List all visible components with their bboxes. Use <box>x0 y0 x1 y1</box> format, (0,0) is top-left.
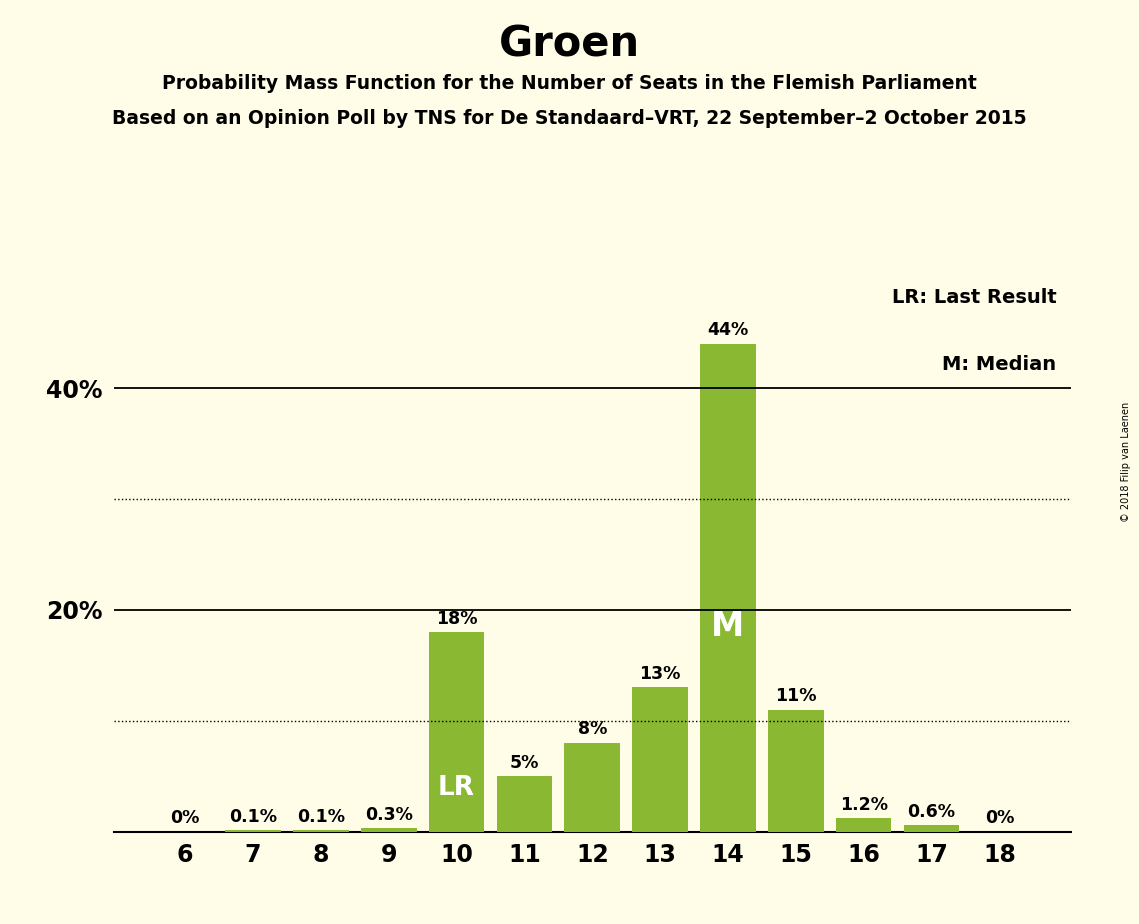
Text: Groen: Groen <box>499 23 640 65</box>
Bar <box>293 831 349 832</box>
Text: 0%: 0% <box>171 809 199 827</box>
Text: Based on an Opinion Poll by TNS for De Standaard–VRT, 22 September–2 October 201: Based on an Opinion Poll by TNS for De S… <box>112 109 1027 128</box>
Text: 11%: 11% <box>775 687 817 705</box>
Text: 5%: 5% <box>510 754 539 772</box>
Text: 44%: 44% <box>707 322 748 339</box>
Text: 13%: 13% <box>639 665 681 683</box>
Text: 18%: 18% <box>436 610 477 627</box>
Bar <box>700 344 756 832</box>
Text: 0.1%: 0.1% <box>229 808 277 826</box>
Bar <box>497 776 552 832</box>
Text: © 2018 Filip van Laenen: © 2018 Filip van Laenen <box>1121 402 1131 522</box>
Text: 0.6%: 0.6% <box>908 803 956 821</box>
Text: M: M <box>712 610 745 643</box>
Bar <box>836 819 892 832</box>
Text: 0.3%: 0.3% <box>364 806 412 824</box>
Bar <box>632 687 688 832</box>
Text: Probability Mass Function for the Number of Seats in the Flemish Parliament: Probability Mass Function for the Number… <box>162 74 977 93</box>
Bar <box>768 710 823 832</box>
Text: LR: Last Result: LR: Last Result <box>892 288 1056 308</box>
Text: 8%: 8% <box>577 721 607 738</box>
Text: 0.1%: 0.1% <box>297 808 345 826</box>
Text: 1.2%: 1.2% <box>839 796 887 814</box>
Bar <box>428 632 484 832</box>
Bar <box>226 831 281 832</box>
Text: M: Median: M: Median <box>942 355 1056 374</box>
Text: LR: LR <box>439 774 475 801</box>
Bar <box>565 743 620 832</box>
Bar <box>903 825 959 832</box>
Text: 0%: 0% <box>985 809 1014 827</box>
Bar <box>361 828 417 832</box>
